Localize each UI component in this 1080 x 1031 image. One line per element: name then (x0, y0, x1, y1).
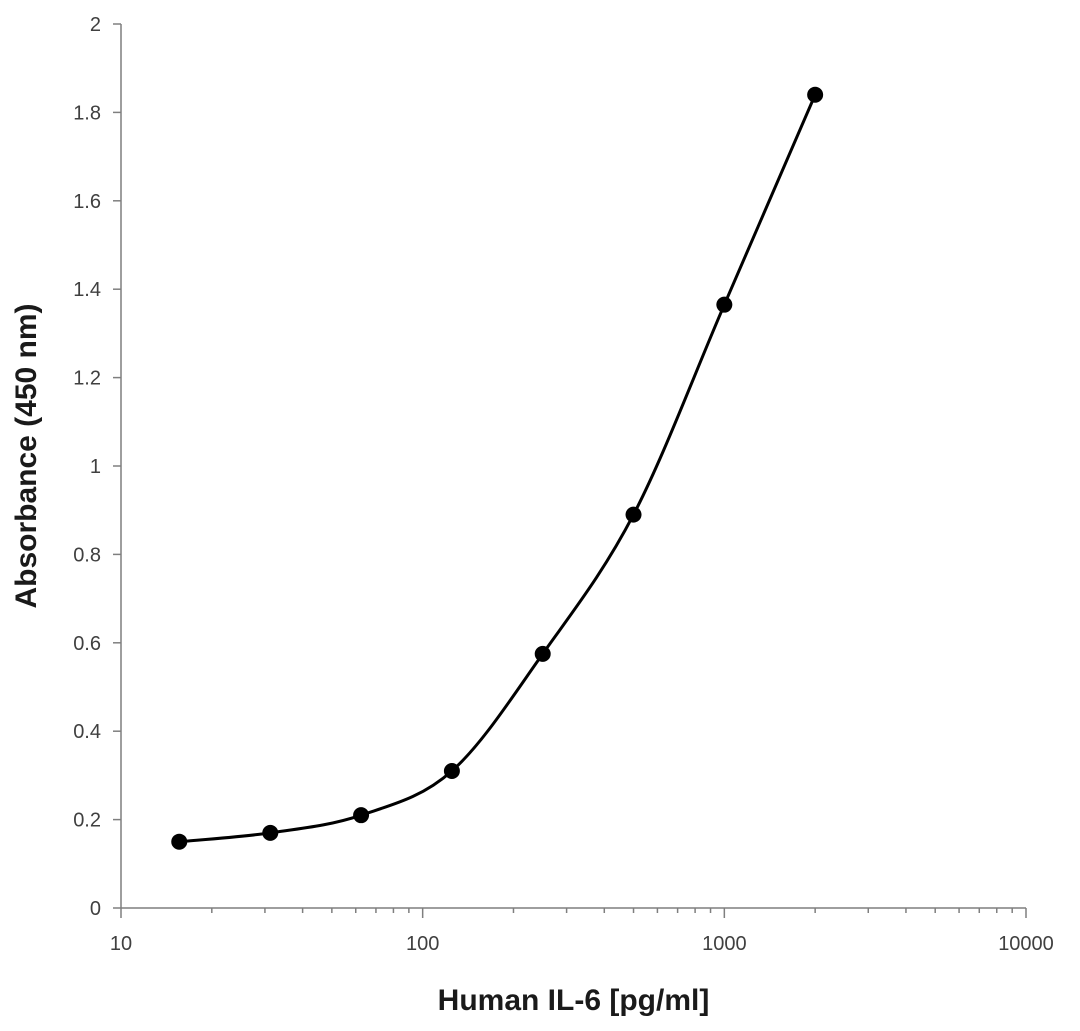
x-tick-label: 1000 (702, 933, 747, 955)
data-point (716, 296, 733, 313)
data-point (353, 807, 370, 824)
y-tick-label: 0 (90, 898, 101, 920)
y-tick-label: 0.2 (73, 810, 101, 832)
y-tick-label: 1.6 (73, 191, 101, 213)
y-axis-title: Absorbance (450 nm) (10, 303, 43, 608)
y-tick-label: 1.2 (73, 368, 101, 390)
series-curve (179, 94, 817, 844)
x-tick-label: 10000 (998, 933, 1054, 955)
y-tick-label: 2 (90, 14, 101, 36)
y-tick-label: 0.4 (73, 721, 101, 743)
y-tick-label: 1 (90, 456, 101, 478)
data-points (171, 86, 824, 850)
data-point (262, 824, 279, 841)
x-tick-label: 100 (406, 933, 439, 955)
y-axis-ticks: 0 0.2 0.4 0.6 0.8 1 1.2 1.4 1.6 1.8 2 (73, 14, 121, 920)
y-tick-label: 1.8 (73, 102, 101, 124)
data-point (443, 762, 460, 779)
x-axis-ticks: 10 100 1000 10000 (110, 908, 1054, 955)
data-point (625, 506, 642, 523)
y-tick-label: 1.4 (73, 279, 101, 301)
data-point (534, 645, 551, 662)
data-point (171, 833, 188, 850)
y-tick-label: 0.6 (73, 633, 101, 655)
y-tick-label: 0.8 (73, 544, 101, 566)
data-point (807, 86, 824, 103)
x-axis-title: Human IL-6 [pg/ml] (438, 984, 710, 1017)
x-tick-label: 10 (110, 933, 132, 955)
